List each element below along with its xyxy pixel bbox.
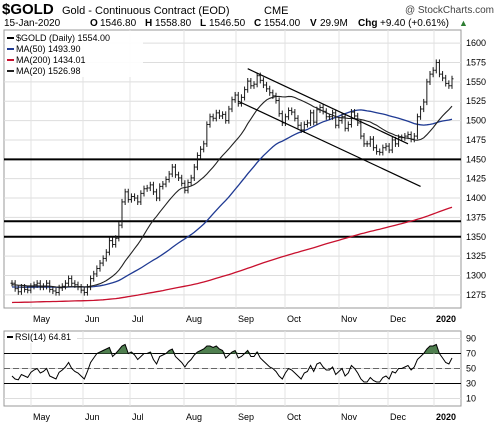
volume-label: V [310, 18, 317, 29]
month-label: Oct [287, 412, 302, 422]
rsi-tick-label: 30 [466, 379, 476, 389]
price-tick-label: 1325 [466, 251, 486, 261]
month-label: Nov [341, 314, 358, 324]
rsi-tick-label: 50 [466, 364, 476, 374]
month-label: Sep [238, 412, 254, 422]
price-tick-label: 1550 [466, 77, 486, 87]
month-label: Jun [85, 314, 100, 324]
legend: $GOLD (Daily) 1554.00 MA(50) 1493.90 MA(… [7, 33, 110, 76]
month-label: Jun [85, 412, 100, 422]
price-bars [10, 59, 454, 296]
close-label: C [254, 18, 261, 29]
rsi-label: RSI(14) 64.81 [15, 332, 71, 342]
low-label: L [200, 18, 206, 29]
legend-price: $GOLD (Daily) 1554.00 [16, 33, 110, 43]
month-label: Aug [186, 412, 202, 422]
channel-lower [238, 100, 421, 187]
month-label: 2020 [436, 314, 456, 324]
rsi-grid [4, 331, 461, 406]
month-axis-bottom: May Jun Jul Aug Sep Oct Nov Dec 2020 [33, 412, 456, 422]
price-tick-label: 1575 [466, 58, 486, 68]
legend-box [5, 31, 143, 77]
rsi-legend-box [5, 332, 77, 343]
high-value: 1558.80 [155, 18, 192, 29]
price-tick-label: 1500 [466, 116, 486, 126]
rsi-line [11, 343, 453, 383]
symbol-title: $GOLD [2, 1, 54, 18]
ma20-path [11, 95, 453, 288]
exchange-label: CME [264, 5, 288, 17]
open-value: 1546.80 [100, 18, 137, 29]
high-label: H [145, 18, 152, 29]
month-label: Sep [238, 314, 254, 324]
month-label: 2020 [436, 412, 456, 422]
legend-ma200: MA(200) 1434.01 [16, 55, 86, 65]
rsi-tick-label: 90 [466, 334, 476, 344]
volume-value: 29.9M [320, 18, 348, 29]
ma200-line [11, 206, 453, 304]
month-label: Nov [341, 412, 358, 422]
legend-ma20: MA(20) 1526.98 [16, 66, 81, 76]
rsi-tick-label: 10 [466, 394, 476, 404]
month-axis-top: May Jun Jul Aug Sep Oct Nov Dec 2020 [33, 314, 456, 324]
ohlc-row: 15-Jan-2020 O 1546.80 H 1558.80 L 1546.5… [4, 18, 468, 29]
price-axis-labels: 1275 1300 1325 1350 1375 1400 1425 1450 1475 1500… [466, 38, 486, 300]
ma20-line [11, 95, 453, 288]
ma200-path [11, 206, 453, 304]
open-label: O [90, 18, 98, 29]
month-label: Jul [132, 412, 144, 422]
price-tick-label: 1375 [466, 212, 486, 222]
channel-lines [238, 68, 421, 187]
channel-upper [247, 68, 409, 145]
support-lines [4, 158, 461, 238]
legend-ma50: MA(50) 1493.90 [16, 44, 81, 54]
date-label: 15-Jan-2020 [4, 18, 61, 29]
price-tick-label: 1475 [466, 135, 486, 145]
month-label: May [33, 412, 51, 422]
rsi-tick-label: 70 [466, 349, 476, 359]
price-tick-label: 1525 [466, 96, 486, 106]
price-tick-label: 1450 [466, 154, 486, 164]
price-tick-label: 1275 [466, 290, 486, 300]
price-tick-label: 1400 [466, 193, 486, 203]
change-up-icon: ▲ [459, 18, 468, 28]
rsi-axis-labels: 10 30 50 70 90 [466, 334, 476, 404]
month-label: Oct [287, 314, 302, 324]
close-value: 1554.00 [264, 18, 301, 29]
change-value: +9.40 (+0.61%) [380, 18, 449, 29]
rsi-path [11, 343, 453, 383]
month-label: May [33, 314, 51, 324]
change-label: Chg [358, 18, 377, 29]
price-tick-label: 1425 [466, 174, 486, 184]
month-label: Aug [186, 314, 202, 324]
month-label: Jul [132, 314, 144, 324]
price-tick-label: 1300 [466, 270, 486, 280]
copyright-label: @ StockCharts.com [405, 5, 494, 16]
month-label: Dec [390, 314, 407, 324]
low-value: 1546.50 [209, 18, 246, 29]
instrument-name: Gold - Continuous Contract (EOD) [62, 5, 230, 17]
price-tick-label: 1600 [466, 38, 486, 48]
month-label: Dec [390, 412, 407, 422]
price-tick-label: 1350 [466, 232, 486, 242]
